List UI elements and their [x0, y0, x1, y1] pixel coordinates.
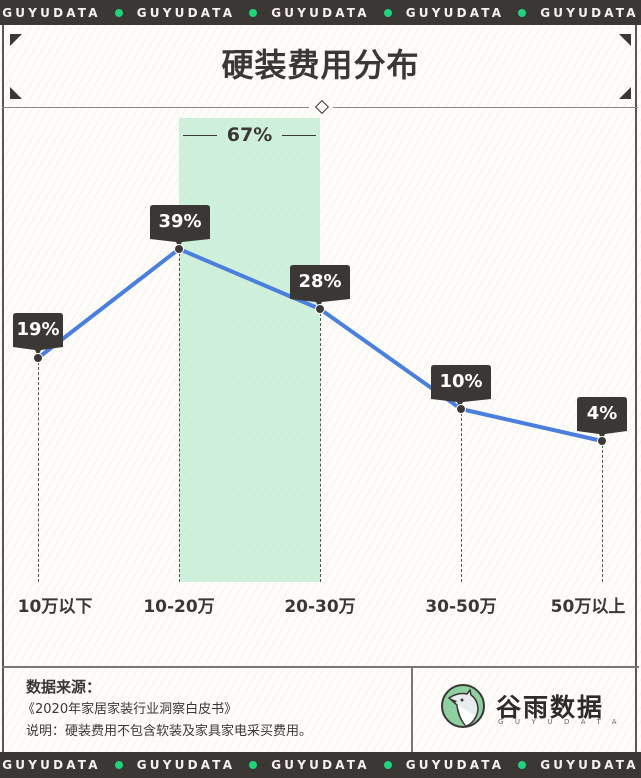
- highlight-range: [179, 118, 320, 582]
- drop-line: [179, 253, 180, 582]
- logo-text-en: GUYUDATA: [498, 718, 628, 726]
- data-label: 39%: [150, 205, 210, 247]
- band-dot: [518, 761, 527, 769]
- band-dot: [383, 761, 392, 769]
- x-axis-label: 10万以下: [17, 597, 93, 617]
- band-text: GUYUDATA: [271, 5, 370, 20]
- range-arrow-left: [183, 135, 217, 136]
- band-text: GUYUDATA: [136, 758, 236, 772]
- chart-title: 硬装费用分布: [221, 46, 420, 84]
- band-text: GUYUDATA: [136, 5, 236, 20]
- title-separator-right: [333, 107, 638, 108]
- data-label: 4%: [577, 397, 627, 439]
- band-text: GUYUDATA: [271, 758, 370, 772]
- band-dot: [518, 8, 527, 17]
- source-title: 数据来源：: [26, 678, 102, 696]
- drop-line: [602, 445, 603, 582]
- band-text: GUYUDATA: [540, 5, 639, 20]
- band-dot: [383, 8, 392, 17]
- band-text: GUYUDATA: [2, 758, 101, 772]
- x-axis-label: 10-20万: [143, 597, 215, 617]
- data-label: 28%: [290, 265, 350, 307]
- data-label: 19%: [13, 313, 63, 355]
- logo-text-cn: 谷雨数据: [496, 693, 605, 722]
- band-dot: [114, 8, 123, 17]
- source-name: 《2020年家居家装行业洞察白皮书》: [22, 702, 238, 717]
- band-dot: [114, 761, 123, 769]
- source-note: 说明：硬装费用不包含软装及家具家电采买费用。: [26, 724, 313, 739]
- title-separator-left: [2, 107, 309, 108]
- data-label: 10%: [431, 365, 491, 407]
- band-text: GUYUDATA: [2, 5, 101, 20]
- x-axis-label: 20-30万: [284, 597, 356, 617]
- footer-divider: [411, 667, 413, 752]
- footer-separator: [2, 666, 639, 668]
- brand-band-top: GUYUDATA GUYUDATA GUYUDATA GUYUDATA GUYU…: [0, 0, 641, 25]
- x-axis-label: 30-50万: [425, 597, 497, 617]
- band-text: GUYUDATA: [405, 5, 505, 20]
- brand-band-bottom: GUYUDATA GUYUDATA GUYUDATA GUYUDATA GUYU…: [0, 752, 641, 778]
- chart-frame: [2, 25, 637, 752]
- band-dot: [249, 761, 258, 769]
- range-label: 67%: [226, 124, 273, 146]
- drop-line: [320, 313, 321, 582]
- band-dot: [249, 8, 258, 17]
- x-axis-label: 50万以上: [550, 597, 626, 617]
- band-text: GUYUDATA: [540, 758, 639, 772]
- range-arrow-right: [282, 135, 316, 136]
- drop-line: [461, 413, 462, 582]
- drop-line: [38, 362, 39, 582]
- band-text: GUYUDATA: [405, 758, 505, 772]
